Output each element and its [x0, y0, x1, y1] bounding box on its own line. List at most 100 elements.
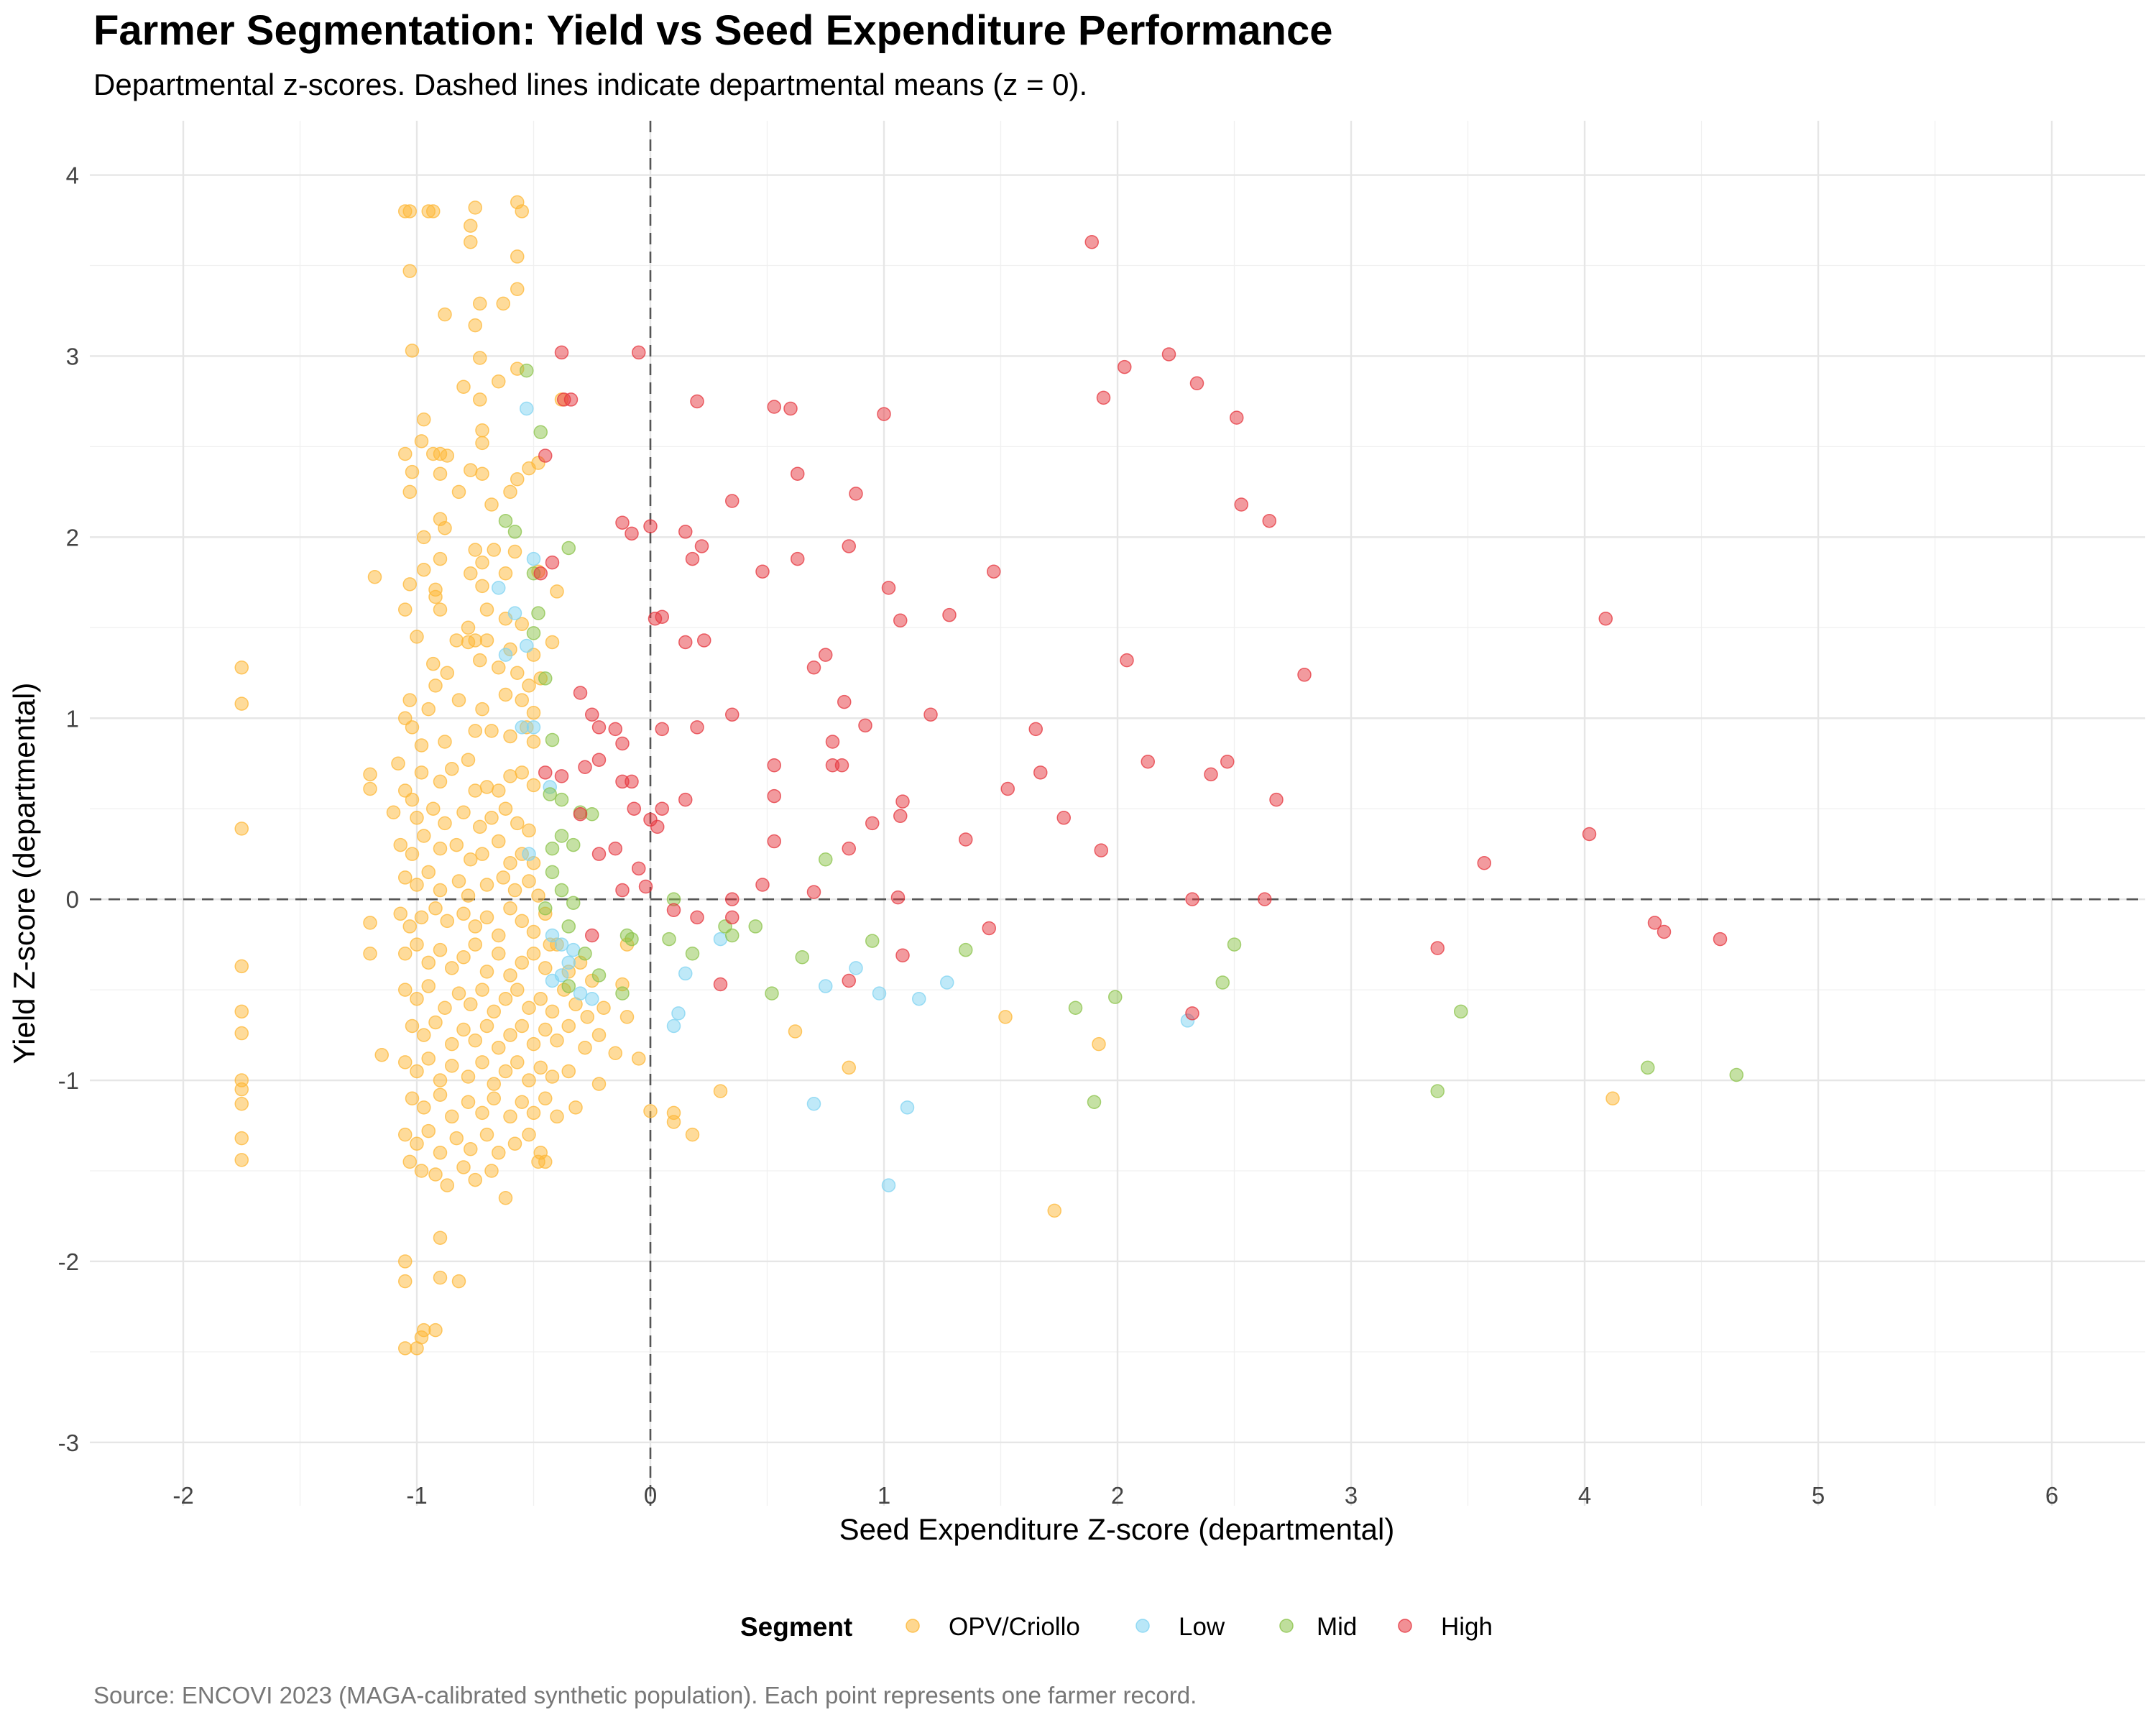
data-point [484, 811, 499, 825]
data-point [788, 1024, 803, 1039]
data-point [842, 1060, 856, 1075]
data-point [468, 1033, 482, 1048]
data-point [1430, 1084, 1445, 1098]
data-point [1477, 856, 1491, 870]
data-point [515, 955, 529, 970]
data-point [510, 282, 525, 297]
data-point [515, 914, 529, 929]
data-point [545, 928, 560, 943]
data-point [533, 566, 548, 581]
data-point [438, 521, 452, 535]
data-point [484, 497, 499, 512]
data-point [464, 566, 478, 581]
data-point [1582, 827, 1597, 842]
data-point [417, 412, 431, 427]
data-point [433, 1270, 448, 1285]
data-point [492, 660, 506, 675]
data-point [522, 1000, 536, 1016]
y-axis-ticks: -3 -2 -1 0 1 2 3 4 [58, 162, 79, 1456]
data-point [498, 648, 513, 662]
data-point [402, 577, 417, 592]
data-point [554, 345, 569, 360]
data-point [507, 1136, 522, 1151]
data-point [825, 735, 840, 749]
data-point [479, 633, 494, 648]
data-point [464, 463, 478, 477]
data-point [643, 1104, 658, 1118]
data-point [473, 819, 487, 834]
data-point [872, 986, 887, 1000]
data-point [468, 937, 482, 952]
data-point [795, 950, 809, 965]
data-point [363, 767, 377, 782]
data-point [402, 264, 417, 278]
data-point [510, 816, 525, 831]
data-point [451, 986, 466, 1000]
data-point [526, 778, 541, 793]
data-point [417, 530, 431, 545]
data-point [725, 707, 740, 722]
data-point [473, 296, 487, 311]
data-point [890, 890, 906, 905]
data-point [643, 519, 658, 533]
data-point [585, 807, 599, 822]
data-point [405, 847, 420, 861]
data-point [417, 1322, 431, 1338]
series-opv-criollo [234, 195, 1620, 1356]
data-point [498, 513, 513, 528]
data-point [421, 979, 436, 993]
data-point [791, 551, 805, 566]
data-point [561, 955, 576, 970]
data-point [526, 946, 541, 961]
data-point [1120, 653, 1134, 668]
data-point [526, 626, 541, 640]
data-point [526, 705, 541, 720]
data-point [498, 801, 513, 816]
data-point [748, 919, 763, 934]
data-point [510, 1055, 525, 1070]
data-point [451, 1274, 466, 1289]
data-point [438, 816, 452, 831]
data-point [526, 924, 541, 939]
data-point [492, 581, 506, 595]
data-point [421, 955, 436, 970]
data-point [554, 792, 569, 807]
data-point [402, 204, 417, 218]
data-point [627, 801, 641, 816]
data-point [522, 678, 536, 693]
data-point [573, 807, 588, 822]
data-point [515, 693, 529, 707]
data-point [767, 400, 781, 414]
data-point [234, 1026, 249, 1041]
data-point [363, 781, 377, 796]
data-point [893, 613, 908, 627]
data-point [487, 543, 501, 557]
data-point [1033, 765, 1048, 780]
data-point [522, 1073, 536, 1087]
data-point [923, 707, 938, 722]
data-point [461, 620, 476, 635]
data-point [1215, 975, 1230, 990]
legend-label: Low [1179, 1613, 1225, 1641]
data-point [492, 783, 506, 798]
chart-caption: Source: ENCOVI 2023 (MAGA-calibrated syn… [93, 1682, 1197, 1708]
data-point [503, 729, 517, 744]
data-point [585, 707, 599, 722]
data-point [402, 693, 417, 707]
y-tick-label: 0 [66, 886, 79, 913]
data-point [398, 446, 413, 461]
data-point [428, 1167, 443, 1182]
data-point [849, 961, 863, 975]
data-point [492, 834, 506, 849]
data-point [507, 883, 522, 898]
data-point [234, 696, 249, 711]
data-point [591, 1028, 607, 1042]
data-point [515, 720, 529, 735]
data-point [492, 1146, 506, 1160]
data-point [959, 832, 973, 847]
y-tick-label: -2 [58, 1248, 79, 1275]
data-point [402, 1154, 417, 1169]
data-point [685, 1127, 700, 1142]
data-point [806, 885, 821, 899]
data-point [1068, 1000, 1083, 1016]
